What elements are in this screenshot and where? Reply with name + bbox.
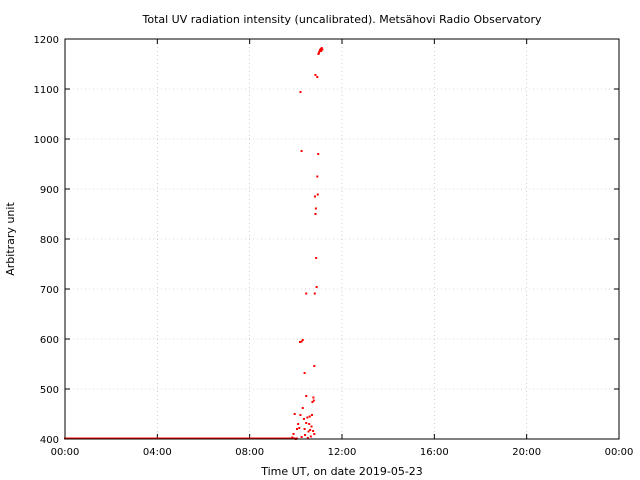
x-tick-label: 04:00	[143, 447, 172, 458]
data-point	[300, 340, 303, 343]
data-point	[299, 91, 302, 93]
data-point	[310, 414, 313, 416]
data-point	[307, 430, 310, 433]
y-tick-label: 900	[40, 185, 59, 196]
x-tick-label: 12:00	[328, 447, 357, 458]
data-point	[305, 292, 308, 295]
y-tick-label: 1200	[34, 35, 59, 46]
x-tick-label: 00:00	[605, 447, 634, 458]
data-point	[293, 413, 296, 415]
x-tick-label: 20:00	[512, 447, 541, 458]
x-axis-label: Time UT, on date 2019-05-23	[260, 465, 423, 478]
data-point	[314, 207, 317, 210]
data-point	[303, 372, 306, 374]
y-axis-label: Arbitrary unit	[4, 202, 17, 276]
data-point	[302, 418, 305, 420]
data-point	[316, 193, 319, 196]
data-point	[313, 433, 316, 435]
y-tick-label: 700	[40, 285, 59, 296]
data-point	[308, 423, 311, 425]
data-point	[310, 425, 313, 428]
data-point	[320, 47, 323, 49]
data-point	[304, 434, 307, 436]
data-point	[309, 435, 312, 438]
y-tick-label: 800	[40, 235, 59, 246]
y-tick-label: 1100	[34, 85, 59, 96]
data-point	[314, 74, 317, 76]
data-point	[318, 50, 321, 53]
axis-ticks: 00:00 04:00 08:00 12:00 16:00 20:00 00:0040050…	[34, 35, 634, 458]
data-point	[316, 76, 319, 78]
data-point	[315, 257, 318, 259]
y-tick-label: 400	[40, 435, 59, 446]
data-point	[312, 430, 315, 432]
x-tick-label: 00:00	[51, 447, 80, 458]
data-point	[297, 423, 300, 425]
data-point	[315, 286, 318, 288]
data-point	[312, 396, 315, 399]
data-point	[314, 213, 317, 215]
x-tick-label: 08:00	[235, 447, 264, 458]
y-tick-label: 500	[40, 385, 59, 396]
data-point	[313, 365, 316, 367]
data-point	[305, 422, 308, 424]
data-point	[291, 436, 294, 439]
data-point	[321, 48, 324, 51]
data-point	[301, 407, 304, 409]
data-point	[306, 416, 309, 419]
data-point	[300, 150, 303, 152]
y-tick-label: 1000	[34, 135, 59, 146]
data-points	[64, 47, 324, 440]
data-point	[312, 399, 315, 402]
data-point	[313, 195, 316, 198]
data-point	[306, 437, 309, 439]
data-point	[298, 341, 301, 343]
data-point	[300, 436, 303, 438]
data-point	[303, 428, 306, 430]
x-tick-label: 16:00	[420, 447, 449, 458]
data-point	[308, 415, 311, 418]
y-tick-label: 600	[40, 335, 59, 346]
data-point	[305, 395, 308, 397]
data-point	[317, 52, 320, 54]
data-point	[301, 339, 304, 341]
data-point	[316, 175, 319, 178]
grid	[65, 39, 619, 439]
data-point	[299, 414, 302, 416]
plot-frame	[64, 38, 620, 440]
chart-title: Total UV radiation intensity (uncalibrat…	[142, 13, 542, 26]
data-point	[295, 428, 298, 430]
data-point	[317, 153, 320, 155]
data-point	[320, 50, 323, 52]
data-point	[292, 433, 295, 435]
data-point	[311, 401, 314, 403]
data-point	[313, 292, 316, 295]
data-point	[298, 427, 301, 429]
data-point	[309, 429, 312, 431]
